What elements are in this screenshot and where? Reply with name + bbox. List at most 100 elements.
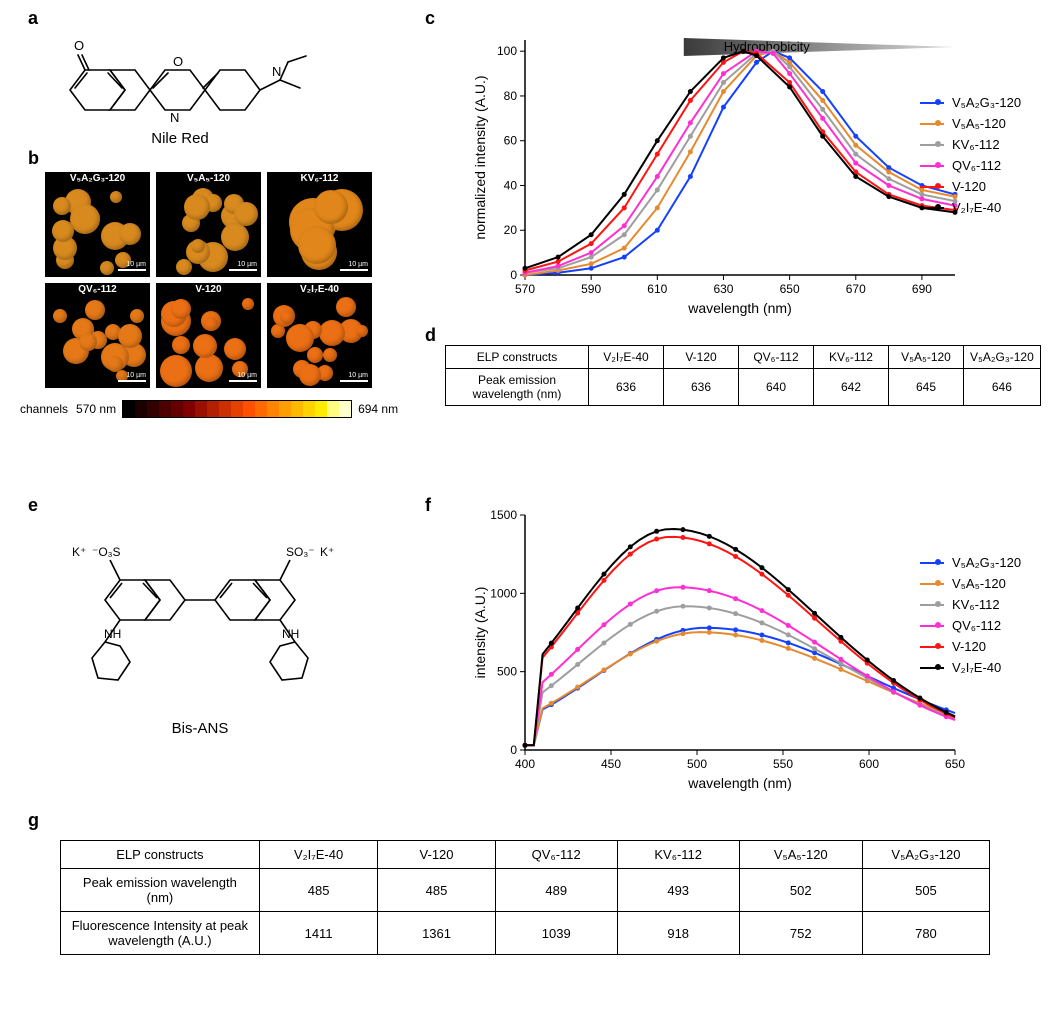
droplet [307,347,323,363]
color-lut [122,400,352,418]
microscopy-cell: V₂I₇E-4010 µm [267,283,372,388]
legend-label: V₅A₅-120 [952,576,1006,591]
svg-text:650: 650 [945,757,965,771]
svg-text:0: 0 [510,743,517,757]
legend-label: V₂I₇E-40 [952,200,1001,215]
svg-text:570: 570 [515,282,535,296]
legend-label: KV₆-112 [952,597,1000,612]
scalebar [229,269,257,271]
legend-item: V₂I₇E-40 [920,200,1021,215]
droplet [204,317,218,331]
nile-red-structure: O O N N Nile Red [50,30,310,147]
legend-label: QV₆-112 [952,158,1001,173]
label-c: c [425,8,435,29]
figure-root: a b c d e f g [0,0,1050,1009]
microscopy-cell: V-12010 µm [156,283,261,388]
droplet [107,356,123,372]
legend-item: V₅A₅-120 [920,116,1021,131]
svg-text:normalized intensity (A.U.): normalized intensity (A.U.) [472,75,488,239]
microscopy-cell-title: V₅A₅-120 [156,172,261,185]
droplet [160,355,192,387]
droplet [242,298,254,310]
scalebar-label: 10 µm [126,261,146,268]
droplet [100,261,114,275]
svg-text:intensity (A.U.): intensity (A.U.) [472,587,488,679]
channels-max: 694 nm [358,402,398,416]
svg-text:NH: NH [104,627,121,641]
svg-text:N: N [272,64,281,79]
svg-text:500: 500 [687,757,707,771]
svg-text:670: 670 [846,282,866,296]
legend-label: V₅A₅-120 [952,116,1006,131]
chart-f: 400450500550600650050010001500wavelength… [470,505,900,785]
scalebar-label: 10 µm [126,372,146,379]
scalebar-label: 10 µm [237,261,257,268]
svg-text:400: 400 [515,757,535,771]
droplet [224,338,246,360]
svg-text:500: 500 [497,665,517,679]
droplet [191,239,205,253]
droplet [70,204,100,234]
channels-row: channels 570 nm 694 nm [20,400,398,418]
scalebar [340,380,368,382]
microscopy-cell: KV₆-11210 µm [267,172,372,277]
label-g: g [28,810,39,831]
legend-item: V₅A₂G₃-120 [920,95,1021,110]
legend-label: V₂I₇E-40 [952,660,1001,675]
table-d: ELP constructsV₂I₇E-40V-120QV₆-112KV₆-11… [445,345,1041,406]
scalebar-label: 10 µm [348,372,368,379]
droplet [176,259,192,275]
scalebar [340,269,368,271]
droplet [195,354,223,382]
droplet [319,320,345,346]
svg-text:610: 610 [647,282,667,296]
droplet [79,333,97,351]
channels-label: channels [20,402,68,416]
legend-label: V₅A₂G₃-120 [952,555,1021,570]
svg-text:K⁺: K⁺ [72,545,86,559]
microscopy-cell: V₅A₂G₃-120 10 µm [45,172,150,277]
droplet [118,324,142,348]
svg-text:590: 590 [581,282,601,296]
legend-item: V-120 [920,639,1021,654]
svg-text:0: 0 [510,268,517,282]
microscopy-cell-title: V-120 [156,283,261,296]
bis-ans-structure: K⁺ ⁻O₃S SO₃⁻ K⁺ NH NH Bis-ANS [50,520,350,737]
svg-text:O: O [74,38,84,53]
droplet [110,191,122,203]
droplet [172,336,190,354]
legend-item: KV₆-112 [920,597,1021,612]
bis-ans-caption: Bis-ANS [50,720,350,737]
droplet [130,309,144,323]
svg-text:⁻O₃S: ⁻O₃S [92,545,121,559]
legend-item: QV₆-112 [920,158,1021,173]
legend-label: V-120 [952,179,986,194]
legend-f: V₅A₂G₃-120V₅A₅-120KV₆-112QV₆-112V-120V₂I… [920,555,1021,681]
microscopy-cell-title: KV₆-112 [267,172,372,185]
droplet [234,202,258,226]
droplet [336,297,356,317]
label-d: d [425,325,436,346]
legend-label: V₅A₂G₃-120 [952,95,1021,110]
droplet [85,300,105,320]
droplet [298,226,336,264]
svg-text:wavelength (nm): wavelength (nm) [687,775,792,791]
microscopy-cell: V₅A₅-120 10 µm [156,172,261,277]
channels-min: 570 nm [76,402,116,416]
label-b: b [28,148,39,169]
svg-text:690: 690 [912,282,932,296]
svg-text:NH: NH [282,627,299,641]
svg-text:20: 20 [504,223,518,237]
svg-text:650: 650 [780,282,800,296]
svg-text:1500: 1500 [490,508,517,522]
droplet [52,220,74,242]
droplet [356,325,368,337]
microscopy-cell: QV₆-11210 µm [45,283,150,388]
droplet [53,309,67,323]
microscopy-cell-title: V₅A₂G₃-120 [45,172,150,185]
svg-text:630: 630 [713,282,733,296]
droplet [286,324,314,352]
table-g: ELP constructsV₂I₇E-40V-120QV₆-112KV₆-11… [60,840,990,955]
chart-c: 570590610630650670690020406080100wavelen… [470,30,900,310]
microscopy-grid: V₅A₂G₃-12010 µmV₅A₅-12010 µmKV₆-11210 µm… [45,172,372,388]
